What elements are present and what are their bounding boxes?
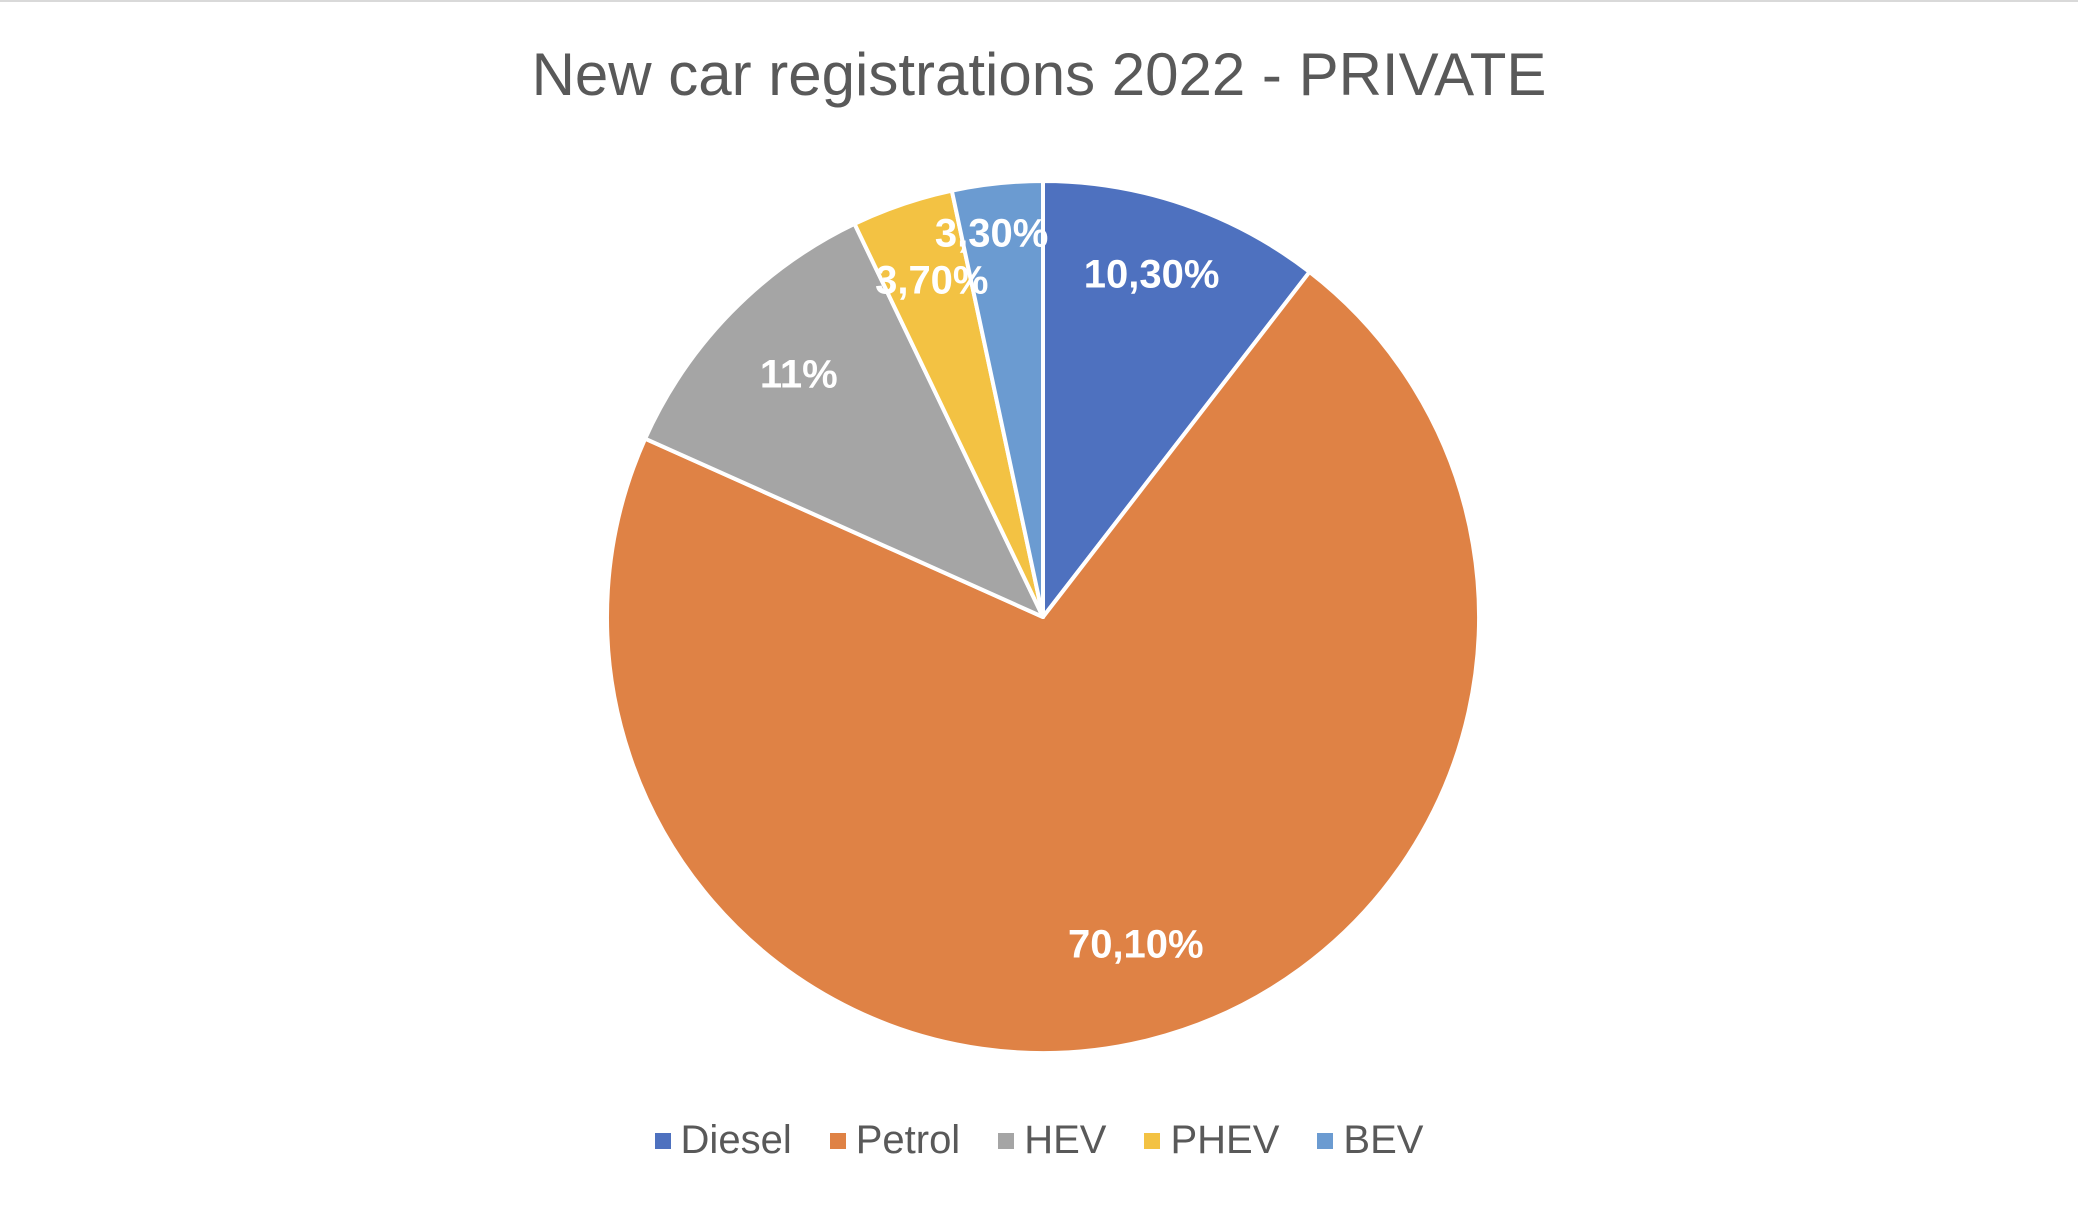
pie-data-labels: 10,30% 70,10% 11% 3,70%3,30% [760, 212, 1220, 967]
legend-swatch-petrol [829, 1132, 846, 1149]
legend-item-petrol: Petrol [829, 1118, 961, 1163]
legend-label-bev: BEV [1343, 1118, 1424, 1162]
pie-slice-petrol [605, 269, 1481, 1055]
legend-item-diesel: Diesel [654, 1118, 792, 1163]
data-label-phev: 3,70% [875, 259, 988, 303]
data-label-bev: 3,30% [935, 212, 1048, 256]
legend-item-phev: PHEV [1144, 1118, 1279, 1163]
legend-swatch-hev [998, 1132, 1015, 1149]
legend-item-hev: HEV [998, 1118, 1106, 1163]
legend-swatch-bev [1317, 1132, 1334, 1149]
pie-slice-hev [643, 221, 1045, 619]
data-label-hev: 11% [760, 352, 838, 396]
legend-item-bev: BEV [1317, 1118, 1423, 1163]
legend-label-petrol: Petrol [855, 1118, 961, 1162]
pie-slice-bev [949, 179, 1045, 619]
pie-slice-diesel [1041, 179, 1312, 619]
legend-label-phev: PHEV [1170, 1118, 1280, 1162]
data-label-diesel: 10,30% [1084, 252, 1220, 296]
chart-title: New car registrations 2022 - PRIVATE [531, 41, 1547, 108]
legend-swatch-diesel [654, 1132, 671, 1149]
pie-slices [605, 179, 1481, 1055]
legend-label-diesel: Diesel [680, 1118, 792, 1162]
chart-top-border [0, 0, 2078, 2]
chart-legend: Diesel Petrol HEV PHEV BEV [0, 1118, 2078, 1163]
legend-label-hev: HEV [1024, 1118, 1107, 1162]
legend-swatch-phev [1144, 1132, 1161, 1149]
data-label-petrol: 70,10% [1068, 922, 1204, 966]
